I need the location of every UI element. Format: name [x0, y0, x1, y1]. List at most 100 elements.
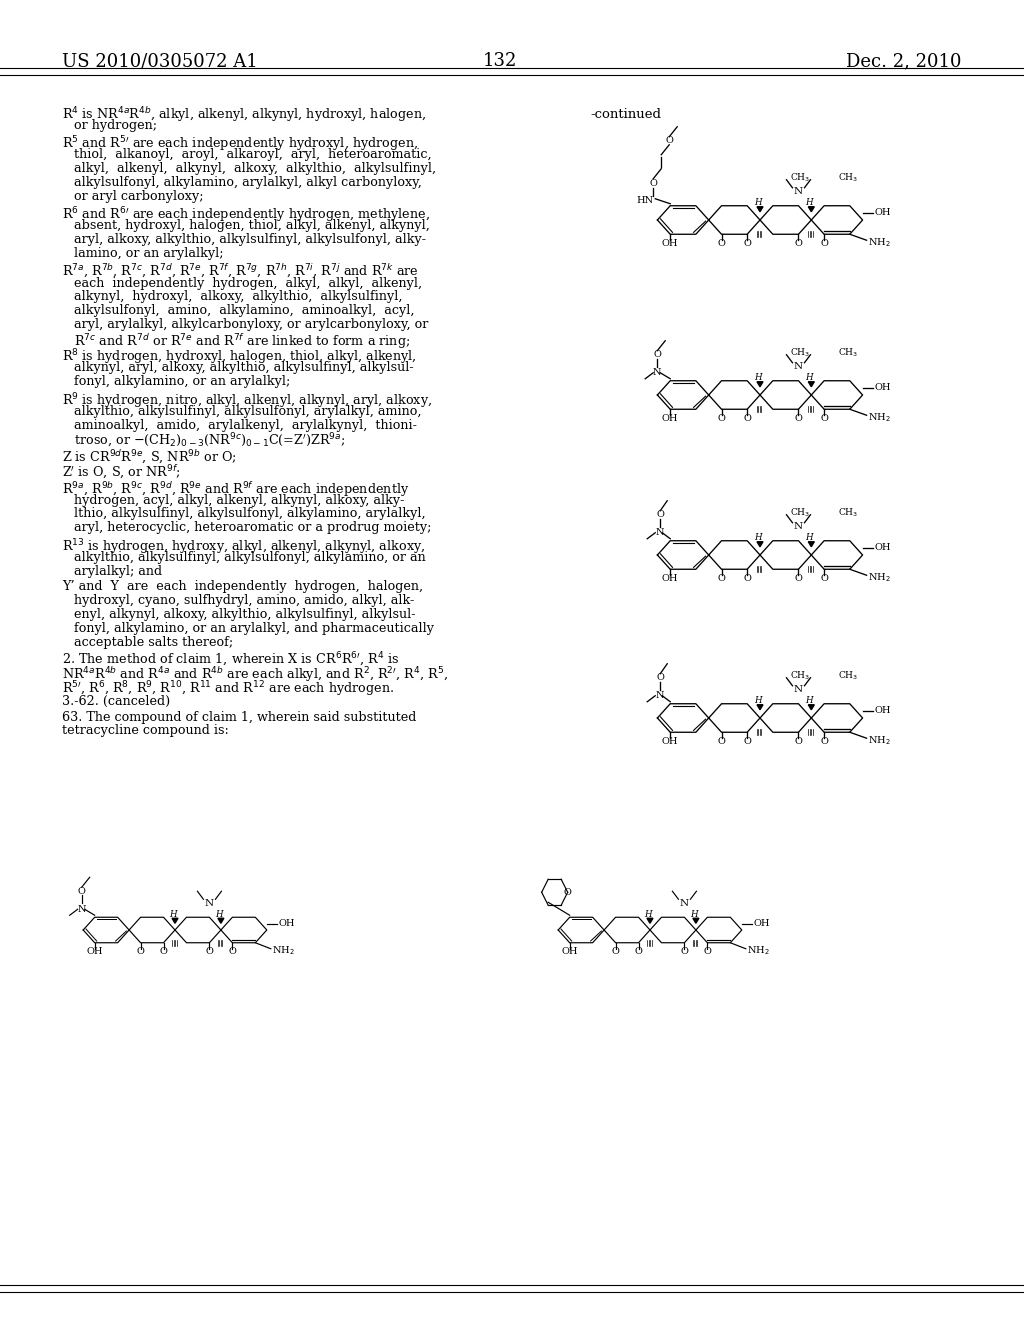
Text: NH$_2$: NH$_2$	[746, 944, 769, 957]
Text: R$^{7a}$, R$^{7b}$, R$^{7c}$, R$^{7d}$, R$^{7e}$, R$^{7f}$, R$^{7g}$, R$^{7h}$, : R$^{7a}$, R$^{7b}$, R$^{7c}$, R$^{7d}$, …	[62, 263, 419, 280]
Text: -continued: -continued	[590, 108, 662, 121]
Text: O: O	[820, 239, 828, 248]
Text: O: O	[795, 413, 803, 422]
Text: NH$_2$: NH$_2$	[867, 734, 890, 747]
Text: OH: OH	[874, 383, 891, 392]
Text: Z$^\prime$ is O, S, or NR$^{9f}$;: Z$^\prime$ is O, S, or NR$^{9f}$;	[62, 465, 181, 482]
Text: N: N	[680, 899, 689, 908]
Text: O: O	[228, 948, 237, 956]
Text: each  independently  hydrogen,  alkyl,  alkyl,  alkenyl,: each independently hydrogen, alkyl, alky…	[62, 277, 422, 289]
Text: OH: OH	[662, 737, 679, 746]
Text: O: O	[666, 136, 673, 145]
Polygon shape	[808, 705, 814, 710]
Text: H: H	[806, 198, 813, 207]
Text: O: O	[743, 574, 752, 582]
Text: O: O	[78, 887, 86, 896]
Text: R$^5$ and R$^{5\prime}$ are each independently hydroxyl, hydrogen,: R$^5$ and R$^{5\prime}$ are each indepen…	[62, 135, 418, 154]
Text: aryl, arylalkyl, alkylcarbonyloxy, or arylcarbonyloxy, or: aryl, arylalkyl, alkylcarbonyloxy, or ar…	[62, 318, 428, 331]
Polygon shape	[693, 919, 699, 923]
Text: alkylthio, alkylsulfinyl, alkylsulfonyl, alkylamino, or an: alkylthio, alkylsulfinyl, alkylsulfonyl,…	[62, 550, 426, 564]
Text: OH: OH	[874, 544, 891, 552]
Text: alkynyl,  hydroxyl,  alkoxy,  alkylthio,  alkylsulfinyl,: alkynyl, hydroxyl, alkoxy, alkylthio, al…	[62, 290, 402, 304]
Text: OH: OH	[874, 209, 891, 218]
Text: R$^{7c}$ and R$^{7d}$ or R$^{7e}$ and R$^{7f}$ are linked to form a ring;: R$^{7c}$ and R$^{7d}$ or R$^{7e}$ and R$…	[62, 331, 411, 351]
Text: O: O	[718, 574, 725, 582]
Text: OH: OH	[662, 239, 679, 248]
Text: H: H	[755, 374, 762, 383]
Text: H: H	[690, 909, 697, 919]
Text: O: O	[795, 574, 803, 582]
Text: O: O	[136, 948, 144, 956]
Text: O: O	[795, 239, 803, 248]
Text: N: N	[794, 362, 803, 371]
Text: OH: OH	[874, 706, 891, 715]
Text: NH$_2$: NH$_2$	[867, 236, 890, 248]
Text: O: O	[653, 350, 662, 359]
Text: 3.-62. (canceled): 3.-62. (canceled)	[62, 694, 170, 708]
Text: R$^8$ is hydrogen, hydroxyl, halogen, thiol, alkyl, alkenyl,: R$^8$ is hydrogen, hydroxyl, halogen, th…	[62, 347, 417, 367]
Text: OH: OH	[279, 919, 295, 928]
Text: CH$_3$: CH$_3$	[790, 346, 810, 359]
Text: OH: OH	[561, 948, 578, 956]
Text: aryl, alkoxy, alkylthio, alkylsulfinyl, alkylsulfonyl, alky-: aryl, alkoxy, alkylthio, alkylsulfinyl, …	[62, 234, 426, 247]
Text: NH$_2$: NH$_2$	[271, 944, 295, 957]
Text: CH$_3$: CH$_3$	[790, 507, 810, 519]
Text: O: O	[611, 948, 620, 956]
Text: OH: OH	[754, 919, 770, 928]
Text: N: N	[78, 904, 86, 913]
Text: O: O	[743, 413, 752, 422]
Text: O: O	[718, 737, 725, 746]
Text: absent, hydroxyl, halogen, thiol, alkyl, alkenyl, alkynyl,: absent, hydroxyl, halogen, thiol, alkyl,…	[62, 219, 430, 232]
Text: O: O	[718, 239, 725, 248]
Text: R$^6$ and R$^{6\prime}$ are each independently hydrogen, methylene,: R$^6$ and R$^{6\prime}$ are each indepen…	[62, 206, 430, 226]
Text: H: H	[169, 909, 177, 919]
Text: N: N	[794, 187, 803, 197]
Polygon shape	[757, 541, 763, 546]
Text: hydrogen, acyl, alkyl, alkenyl, alkynyl, alkoxy, alky-: hydrogen, acyl, alkyl, alkenyl, alkynyl,…	[62, 494, 404, 507]
Text: OH: OH	[662, 413, 679, 422]
Text: O: O	[564, 888, 571, 896]
Text: O: O	[820, 737, 828, 746]
Text: Y’ and  Y  are  each  independently  hydrogen,  halogen,: Y’ and Y are each independently hydrogen…	[62, 581, 423, 594]
Text: aminoalkyl,  amido,  arylalkenyl,  arylalkynyl,  thioni-: aminoalkyl, amido, arylalkenyl, arylalky…	[62, 418, 417, 432]
Text: or aryl carbonyloxy;: or aryl carbonyloxy;	[62, 190, 204, 203]
Text: O: O	[703, 948, 712, 956]
Text: N: N	[653, 368, 662, 378]
Text: O: O	[795, 737, 803, 746]
Text: O: O	[635, 948, 642, 956]
Text: CH$_3$: CH$_3$	[790, 172, 810, 183]
Text: Z is CR$^{9d}$R$^{9e}$, S, NR$^{9b}$ or O;: Z is CR$^{9d}$R$^{9e}$, S, NR$^{9b}$ or …	[62, 449, 237, 466]
Text: R$^9$ is hydrogen, nitro, alkyl, alkenyl, alkynyl, aryl, alkoxy,: R$^9$ is hydrogen, nitro, alkyl, alkenyl…	[62, 391, 432, 411]
Text: N: N	[794, 523, 803, 531]
Text: tetracycline compound is:: tetracycline compound is:	[62, 725, 229, 738]
Text: HN: HN	[636, 197, 653, 205]
Text: NH$_2$: NH$_2$	[867, 570, 890, 583]
Text: H: H	[806, 696, 813, 705]
Text: lamino, or an arylalkyl;: lamino, or an arylalkyl;	[62, 247, 223, 260]
Text: O: O	[160, 948, 168, 956]
Text: troso, or $-$(CH$_2$)$_{0-3}$(NR$^{9c}$)$_{0-1}$C(=Z$^\prime$)ZR$^{9a}$;: troso, or $-$(CH$_2$)$_{0-3}$(NR$^{9c}$)…	[62, 433, 345, 450]
Text: alkylsulfonyl,  amino,  alkylamino,  aminoalkyl,  acyl,: alkylsulfonyl, amino, alkylamino, aminoa…	[62, 304, 415, 317]
Text: O: O	[206, 948, 213, 956]
Text: OH: OH	[662, 574, 679, 582]
Text: thiol,  alkanoyl,  aroyl,  alkaroyl,  aryl,  heteroaromatic,: thiol, alkanoyl, aroyl, alkaroyl, aryl, …	[62, 148, 432, 161]
Text: N: N	[205, 899, 214, 908]
Text: CH$_3$: CH$_3$	[838, 346, 858, 359]
Text: aryl, heterocyclic, heteroaromatic or a prodrug moiety;: aryl, heterocyclic, heteroaromatic or a …	[62, 521, 431, 535]
Text: hydroxyl, cyano, sulfhydryl, amino, amido, alkyl, alk-: hydroxyl, cyano, sulfhydryl, amino, amid…	[62, 594, 415, 607]
Text: H: H	[215, 909, 222, 919]
Polygon shape	[808, 541, 814, 546]
Text: enyl, alkynyl, alkoxy, alkylthio, alkylsulfinyl, alkylsul-: enyl, alkynyl, alkoxy, alkylthio, alkyls…	[62, 609, 416, 620]
Text: N: N	[794, 685, 803, 694]
Polygon shape	[757, 381, 763, 387]
Text: O: O	[743, 737, 752, 746]
Polygon shape	[757, 705, 763, 710]
Text: CH$_3$: CH$_3$	[838, 669, 858, 682]
Text: R$^4$ is NR$^{4a}$R$^{4b}$, alkyl, alkenyl, alkynyl, hydroxyl, halogen,: R$^4$ is NR$^{4a}$R$^{4b}$, alkyl, alken…	[62, 106, 426, 124]
Polygon shape	[172, 919, 178, 923]
Text: R$^{5\prime}$, R$^6$, R$^8$, R$^9$, R$^{10}$, R$^{11}$ and R$^{12}$ are each hyd: R$^{5\prime}$, R$^6$, R$^8$, R$^9$, R$^{…	[62, 678, 394, 698]
Text: acceptable salts thereof;: acceptable salts thereof;	[62, 636, 233, 648]
Text: O: O	[820, 574, 828, 582]
Text: O: O	[656, 673, 665, 682]
Text: 2. The method of claim 1, wherein X is CR$^6$R$^{6\prime}$, R$^4$ is: 2. The method of claim 1, wherein X is C…	[62, 651, 399, 669]
